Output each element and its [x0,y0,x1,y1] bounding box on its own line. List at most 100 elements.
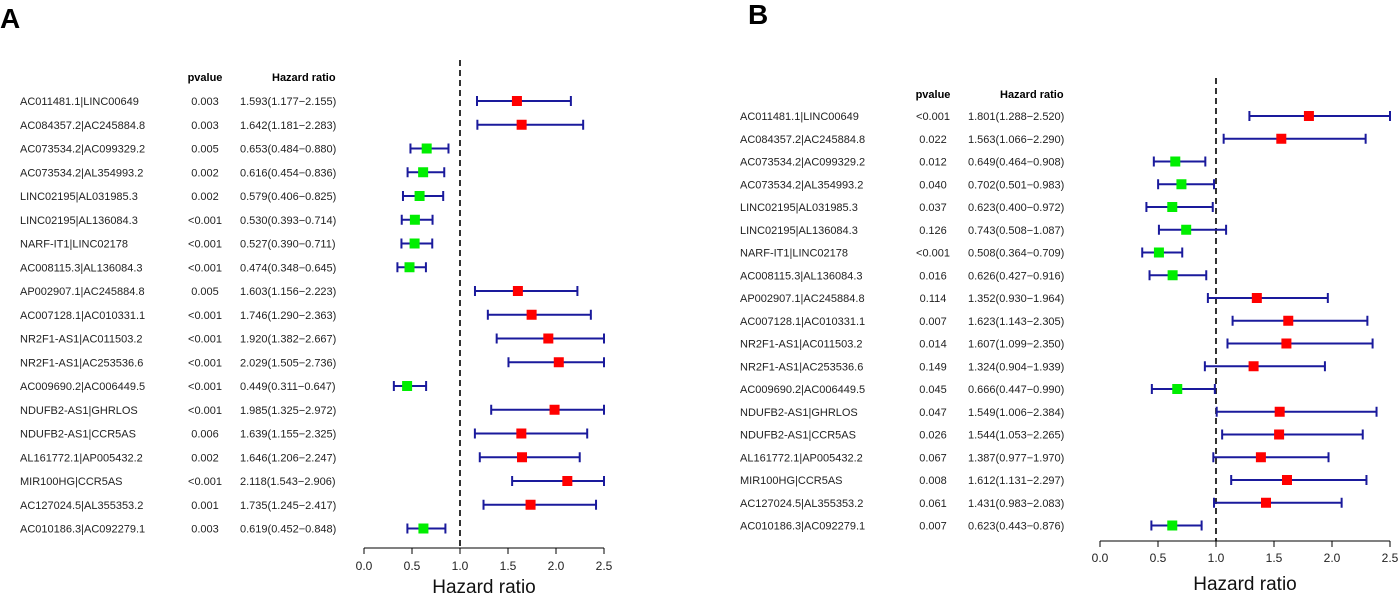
forest-row: AC010186.3|AC092279.1 0.003 0.619(0.452−0.… [20,523,447,536]
pvalue-value: 0.002 [191,167,219,179]
pvalue-value: 0.040 [919,179,947,191]
forest-row: AC009690.2|AC006449.5 0.045 0.666(0.447−0.… [740,384,1216,396]
pvalue-value: <0.001 [188,357,222,369]
hr-point-marker [1303,111,1314,121]
hazard-ratio-text: 1.642(1.181−2.283) [240,120,336,132]
x-tick-label: 0.0 [356,559,373,573]
hr-point-marker [1167,202,1178,212]
forest-row: AC009690.2|AC006449.5 <0.001 0.449(0.311−0… [20,381,428,393]
forest-row: AC008115.3|AL136084.3 0.016 0.626(0.427−0.… [740,270,1208,282]
hr-point-marker [414,191,425,201]
forest-row: AC084357.2|AC245884.8 0.022 1.563(1.066−2.… [740,133,1367,146]
gene-pair-label: LINC02195|AL031985.3 [20,191,138,203]
gene-pair-label: AL161772.1|AP005432.2 [20,452,143,464]
pvalue-value: 0.022 [919,134,947,146]
x-axis-title: Hazard ratio [432,577,536,596]
forest-row: AL161772.1|AP005432.2 0.067 1.387(0.977−1.… [740,452,1330,464]
forest-row: NDUFB2-AS1|CCR5AS 0.006 1.639(1.155−2.325) [20,428,589,441]
hr-point-marker [418,167,429,178]
hazard-ratio-text: 1.563(1.066−2.290) [968,134,1064,146]
gene-pair-label: NR2F1-AS1|AC011503.2 [20,334,143,346]
pvalue-value: 0.014 [919,339,947,351]
gene-pair-label: NARF-IT1|LINC02178 [20,239,128,251]
hr-point-marker [512,286,523,296]
hazard-ratio-text: 0.653(0.484−0.880) [240,144,336,156]
gene-pair-label: AC010186.3|AC092279.1 [740,521,865,533]
x-tick-label: 0.0 [1092,551,1109,565]
hr-point-marker [1181,224,1192,235]
hr-point-marker [525,499,536,510]
hr-point-marker [1251,293,1262,303]
x-tick-label: 1.0 [1208,551,1225,565]
pvalue-value: 0.047 [919,407,947,419]
hr-point-marker [1283,315,1294,326]
gene-pair-label: NARF-IT1|LINC02178 [740,248,848,260]
pvalue-value: 0.016 [919,270,947,282]
gene-pair-label: NR2F1-AS1|AC253536.6 [740,361,863,373]
hr-point-marker [517,452,528,463]
hr-point-marker [409,214,420,225]
pvalue-value: <0.001 [188,310,222,322]
hr-point-marker [562,476,573,486]
forest-row: AP002907.1|AC245884.8 0.114 1.352(0.930−1.… [740,293,1329,305]
forest-row: LINC02195|AL031985.3 0.037 0.623(0.400−0.9… [740,202,1214,214]
forest-row: NR2F1-AS1|AC011503.2 0.014 1.607(1.099−2.3… [740,338,1374,351]
hazard-ratio-text: 0.508(0.364−0.709) [968,248,1064,260]
forest-row: NDUFB2-AS1|CCR5AS 0.026 1.544(1.053−2.265) [740,429,1364,442]
gene-pair-label: AC127024.5|AL355353.2 [20,500,143,512]
gene-pair-label: AC073534.2|AL354993.2 [740,179,863,191]
pvalue-value: 0.149 [919,361,947,373]
forest-row: NDUFB2-AS1|GHRLOS <0.001 1.985(1.325−2.972… [20,404,605,417]
gene-pair-label: AC011481.1|LINC00649 [740,111,859,123]
pvalue-value: <0.001 [188,405,222,417]
hazard-ratio-text: 0.530(0.393−0.714) [240,215,336,227]
hazard-ratio-text: 2.029(1.505−2.736) [240,357,336,369]
gene-pair-label: AP002907.1|AC245884.8 [740,293,865,305]
gene-pair-label: AC073534.2|AL354993.2 [20,167,143,179]
hazard-ratio-text: 1.646(1.206−2.247) [240,452,336,464]
hr-point-marker [526,309,537,320]
hazard-ratio-text: 0.527(0.390−0.711) [240,239,336,251]
pvalue-value: 0.037 [919,202,947,214]
pvalue-header: pvalue [916,89,951,101]
gene-pair-label: AC011481.1|LINC00649 [20,96,139,108]
forest-row: LINC02195|AL136084.3 <0.001 0.530(0.393−0.… [20,214,434,227]
hr-point-marker [1281,338,1292,349]
hr-point-marker [404,262,415,273]
forest-row: LINC02195|AL136084.3 0.126 0.743(0.508−1.0… [740,224,1228,237]
panel-label: A [0,3,20,34]
pvalue-value: 0.005 [191,286,219,298]
forest-row: MIR100HG|CCR5AS <0.001 2.118(1.543−2.906) [20,476,605,488]
hazard-ratio-text: 0.623(0.400−0.972) [968,202,1064,214]
x-tick-label: 2.0 [1324,551,1341,565]
pvalue-value: <0.001 [188,476,222,488]
pvalue-value: 0.067 [919,452,947,464]
hr-point-marker [1176,179,1187,190]
gene-pair-label: LINC02195|AL136084.3 [740,225,858,237]
hr-point-marker [1170,156,1181,167]
hr-point-marker [418,523,429,534]
forest-row: AP002907.1|AC245884.8 0.005 1.603(1.156−2.… [20,286,579,298]
forest-row: MIR100HG|CCR5AS 0.008 1.612(1.131−2.297) [740,475,1368,487]
hr-point-marker [1172,384,1183,394]
gene-pair-label: LINC02195|AL031985.3 [740,202,858,214]
hazard-ratio-text: 1.603(1.156−2.223) [240,286,336,298]
forest-row: NR2F1-AS1|AC253536.6 <0.001 2.029(1.505−2.… [20,357,605,369]
pvalue-header: pvalue [188,72,223,84]
x-tick-label: 2.0 [548,559,565,573]
hr-point-marker [1281,475,1292,485]
forest-row: AC073534.2|AL354993.2 0.040 0.702(0.501−0.… [740,179,1216,191]
hazard-ratio-text: 1.544(1.053−2.265) [968,430,1064,442]
pvalue-value: 0.061 [919,498,947,510]
gene-pair-label: AC073534.2|AC099329.2 [740,157,865,169]
x-tick-label: 2.5 [596,559,613,573]
forest-row: NARF-IT1|LINC02178 <0.001 0.527(0.390−0.71… [20,238,434,251]
hazard-ratio-text: 1.431(0.983−2.083) [968,498,1064,510]
forest-row: AC011481.1|LINC00649 0.003 1.593(1.177−2.1… [20,96,572,108]
pvalue-value: <0.001 [916,111,950,123]
gene-pair-label: LINC02195|AL136084.3 [20,215,138,227]
hr-point-marker [549,404,560,415]
gene-pair-label: AC007128.1|AC010331.1 [20,310,145,322]
